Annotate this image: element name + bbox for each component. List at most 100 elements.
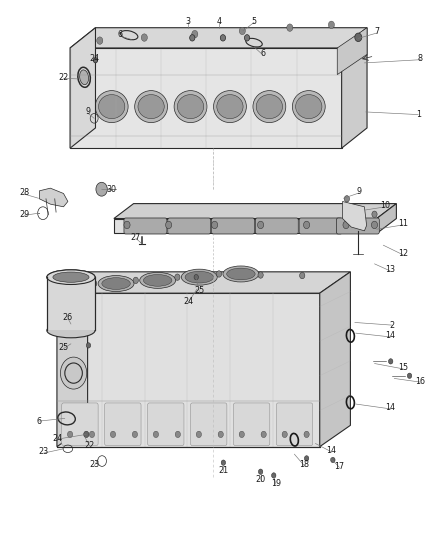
Text: 5: 5 <box>251 17 257 26</box>
Text: 21: 21 <box>218 466 229 474</box>
Text: 6: 6 <box>260 49 265 58</box>
Ellipse shape <box>47 323 95 338</box>
Text: 12: 12 <box>398 249 408 257</box>
Text: 19: 19 <box>271 479 281 488</box>
Ellipse shape <box>217 94 243 118</box>
Text: 10: 10 <box>381 201 390 209</box>
FancyBboxPatch shape <box>168 218 211 234</box>
Circle shape <box>175 274 180 280</box>
Ellipse shape <box>177 94 204 118</box>
Circle shape <box>93 58 98 63</box>
Circle shape <box>70 317 86 336</box>
Text: 6: 6 <box>37 417 42 425</box>
Circle shape <box>328 21 335 29</box>
Circle shape <box>407 373 412 378</box>
FancyBboxPatch shape <box>276 403 313 446</box>
Ellipse shape <box>138 94 164 118</box>
Circle shape <box>84 431 89 438</box>
Circle shape <box>304 431 309 438</box>
Ellipse shape <box>134 91 167 123</box>
Text: 7: 7 <box>374 28 379 36</box>
Text: 24: 24 <box>183 297 194 305</box>
Circle shape <box>272 473 276 478</box>
FancyBboxPatch shape <box>105 403 141 446</box>
Polygon shape <box>70 48 342 148</box>
Text: 25: 25 <box>194 286 205 295</box>
Text: 28: 28 <box>19 189 29 197</box>
Circle shape <box>218 431 223 438</box>
Circle shape <box>190 35 195 41</box>
Circle shape <box>282 431 287 438</box>
Polygon shape <box>320 272 350 447</box>
Text: 2: 2 <box>389 321 395 329</box>
Circle shape <box>372 211 377 217</box>
Ellipse shape <box>140 272 176 288</box>
Text: 13: 13 <box>385 265 395 273</box>
Text: 6: 6 <box>118 30 123 39</box>
Circle shape <box>239 431 244 438</box>
Ellipse shape <box>185 271 214 283</box>
Ellipse shape <box>80 70 88 85</box>
Text: 22: 22 <box>58 73 69 82</box>
Circle shape <box>67 431 73 438</box>
Polygon shape <box>47 277 95 330</box>
Circle shape <box>304 221 310 229</box>
FancyBboxPatch shape <box>336 218 379 234</box>
Circle shape <box>389 359 393 364</box>
Text: 17: 17 <box>334 462 345 471</box>
FancyBboxPatch shape <box>233 403 270 446</box>
Text: 24: 24 <box>52 434 62 442</box>
Ellipse shape <box>47 270 95 285</box>
Circle shape <box>220 35 226 41</box>
Circle shape <box>175 431 180 438</box>
Polygon shape <box>342 28 367 148</box>
Polygon shape <box>337 28 367 75</box>
Text: 24: 24 <box>89 54 99 63</box>
Circle shape <box>60 357 87 389</box>
Text: 23: 23 <box>89 461 99 469</box>
Circle shape <box>258 221 264 229</box>
FancyBboxPatch shape <box>299 218 342 234</box>
Circle shape <box>86 343 91 348</box>
Circle shape <box>287 24 293 31</box>
Polygon shape <box>377 204 396 233</box>
Circle shape <box>344 196 350 202</box>
Text: 1: 1 <box>416 110 421 119</box>
Text: 11: 11 <box>398 220 408 228</box>
Ellipse shape <box>213 91 246 123</box>
Ellipse shape <box>98 276 134 292</box>
Circle shape <box>110 431 116 438</box>
FancyBboxPatch shape <box>148 403 184 446</box>
FancyBboxPatch shape <box>255 218 298 234</box>
Text: 25: 25 <box>58 343 69 352</box>
Text: 14: 14 <box>326 446 336 455</box>
FancyBboxPatch shape <box>62 403 98 446</box>
Ellipse shape <box>253 91 286 123</box>
FancyBboxPatch shape <box>124 218 167 234</box>
Text: 8: 8 <box>418 54 423 63</box>
Polygon shape <box>70 28 367 48</box>
Circle shape <box>221 460 226 465</box>
Ellipse shape <box>47 270 95 285</box>
Text: 29: 29 <box>19 210 29 219</box>
Text: 9: 9 <box>85 108 90 116</box>
Ellipse shape <box>227 268 255 280</box>
Ellipse shape <box>296 94 322 118</box>
Circle shape <box>89 431 95 438</box>
Polygon shape <box>57 293 320 447</box>
Polygon shape <box>39 188 68 207</box>
Text: 30: 30 <box>107 185 117 193</box>
FancyBboxPatch shape <box>212 218 254 234</box>
Text: 9: 9 <box>357 188 362 196</box>
Text: 22: 22 <box>85 441 95 449</box>
Polygon shape <box>114 204 396 219</box>
Circle shape <box>261 431 266 438</box>
Polygon shape <box>57 272 350 293</box>
Text: 27: 27 <box>131 233 141 241</box>
Ellipse shape <box>99 94 125 118</box>
Text: 23: 23 <box>39 448 49 456</box>
Polygon shape <box>57 272 88 447</box>
Ellipse shape <box>102 278 131 289</box>
Circle shape <box>132 431 138 438</box>
Ellipse shape <box>95 91 128 123</box>
